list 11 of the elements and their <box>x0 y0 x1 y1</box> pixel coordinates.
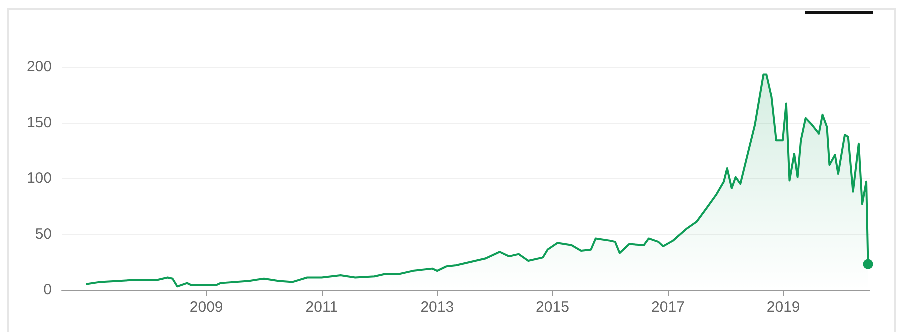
x-tick-label: 2011 <box>306 299 338 316</box>
y-tick-label: 150 <box>26 114 52 132</box>
x-tick-label: 2017 <box>652 299 685 316</box>
y-tick-label: 200 <box>26 58 52 76</box>
x-tick-label: 2009 <box>190 299 224 316</box>
y-tick-label: 0 <box>44 282 52 298</box>
x-tick-label: 2013 <box>420 299 454 316</box>
x-tick-label: 2015 <box>536 299 570 316</box>
y-tick-label: 50 <box>35 226 52 243</box>
y-tick-label: 100 <box>26 170 52 187</box>
x-tick-label: 2019 <box>766 299 800 316</box>
